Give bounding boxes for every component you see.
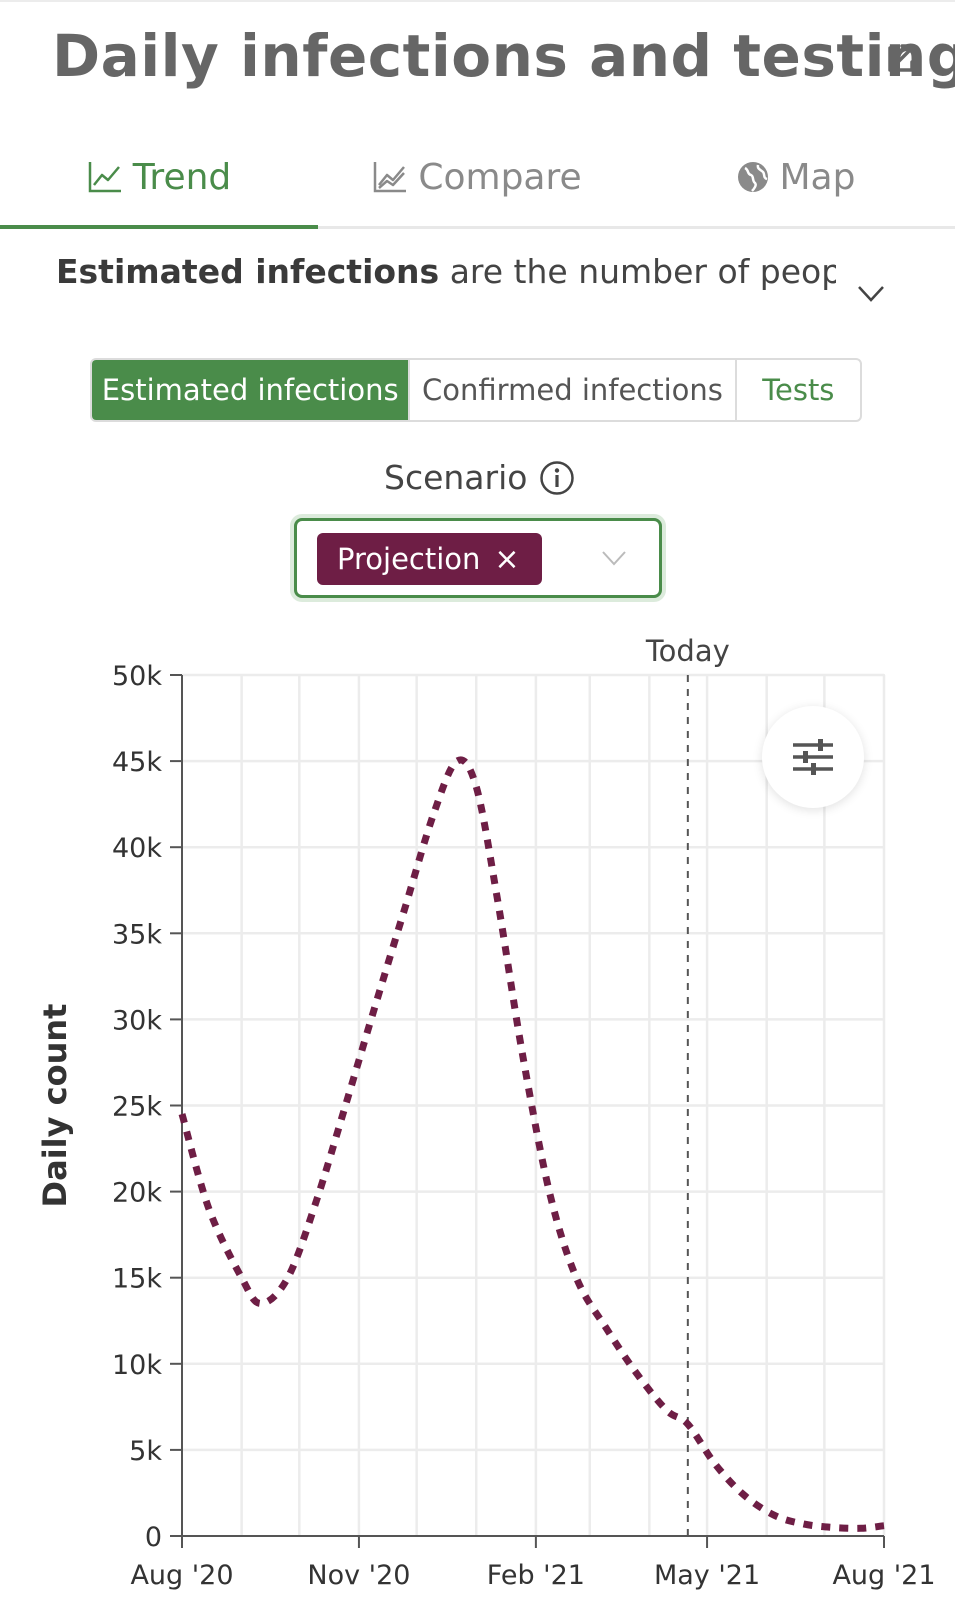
scenario-heading: Scenario xyxy=(384,458,575,497)
y-tick-label: 35k xyxy=(112,919,162,950)
tab-map[interactable]: Map xyxy=(636,128,955,226)
scenario-chip: Projection × xyxy=(317,533,542,585)
description-bold: Estimated infections xyxy=(56,252,440,291)
x-tick-label: Feb '21 xyxy=(487,1560,585,1591)
scenario-select[interactable]: Projection × xyxy=(294,518,662,598)
y-tick-label: 50k xyxy=(112,661,162,692)
series-line-projection xyxy=(178,756,885,1532)
external-link-icon[interactable] xyxy=(884,42,918,76)
tab-label: Map xyxy=(779,156,856,198)
segment-estimated-infections[interactable]: Estimated infections xyxy=(92,360,411,420)
tab-label: Trend xyxy=(132,156,232,198)
x-tick-label: Nov '20 xyxy=(307,1560,410,1591)
sliders-icon xyxy=(793,739,833,775)
description-rest: are the number of peopl... xyxy=(449,252,836,291)
top-divider xyxy=(0,0,955,2)
tab-label: Compare xyxy=(418,156,582,198)
segment-tests[interactable]: Tests xyxy=(762,373,835,407)
y-tick-label: 0 xyxy=(145,1522,162,1553)
y-tick-label: 25k xyxy=(112,1092,162,1123)
y-tick-label: 40k xyxy=(112,833,162,864)
tab-trend[interactable]: Trend xyxy=(0,128,318,226)
page-title: Daily infections and testing xyxy=(52,22,955,90)
compare-chart-icon xyxy=(374,162,407,193)
y-tick-label: 45k xyxy=(112,747,162,778)
segment-confirmed-infections[interactable]: Confirmed infections xyxy=(410,360,737,420)
y-tick-label: 15k xyxy=(112,1264,162,1295)
chevron-down-icon[interactable] xyxy=(601,549,627,567)
y-tick-label: 5k xyxy=(129,1436,162,1467)
y-tick-label: 10k xyxy=(112,1350,162,1381)
view-tabs: Trend Compare Map xyxy=(0,128,955,229)
scenario-label: Scenario xyxy=(384,458,528,497)
chip-label: Projection xyxy=(337,542,481,576)
y-tick-label: 30k xyxy=(112,1005,162,1036)
chevron-down-icon[interactable] xyxy=(856,282,886,306)
today-label: Today xyxy=(645,634,730,668)
globe-icon xyxy=(737,162,768,192)
y-axis-title: Daily count xyxy=(36,1004,74,1208)
infections-chart: 0 5k 10k 15k 20k 25k 30k 35k 40k 45k 50k Aug '20 Nov… xyxy=(36,634,936,1591)
metric-selector: Estimated infections Confirmed infection… xyxy=(90,358,862,422)
x-tick-label: Aug '20 xyxy=(130,1560,233,1591)
description-text[interactable]: Estimated infections are the number of p… xyxy=(56,252,836,291)
chart-settings-button[interactable] xyxy=(762,706,864,808)
trend-line-icon xyxy=(88,162,121,193)
info-icon[interactable] xyxy=(539,460,575,496)
x-tick-label: May '21 xyxy=(654,1560,760,1591)
x-tick-label: Aug '21 xyxy=(832,1560,935,1591)
remove-chip-icon[interactable]: × xyxy=(494,541,520,577)
tab-compare[interactable]: Compare xyxy=(318,128,636,226)
y-tick-label: 20k xyxy=(112,1178,162,1209)
active-tab-indicator xyxy=(0,225,318,229)
